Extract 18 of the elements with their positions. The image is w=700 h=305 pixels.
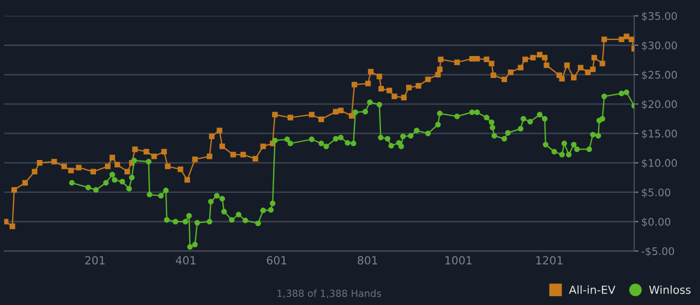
x-tick-label: 1001 — [446, 256, 472, 264]
y-tick-label: $10.00 — [642, 158, 677, 168]
y-tick-label: $0.00 — [642, 218, 670, 228]
y-tick-label: $20.00 — [642, 100, 677, 110]
x-tick-label: 1201 — [536, 256, 562, 264]
x-tick-label: 401 — [176, 256, 196, 264]
legend-label: All-in-EV — [568, 285, 616, 294]
x-tick-label: 601 — [266, 256, 286, 264]
y-tick-label: $35.00 — [642, 12, 677, 22]
y-tick-label: $30.00 — [642, 41, 677, 51]
legend-label: Winloss — [649, 285, 691, 294]
y-tick-label: $15.00 — [642, 129, 677, 139]
text: 1,388 of 1,388 Hands — [278, 289, 382, 298]
y-tick-label: $5.00 — [642, 188, 670, 198]
y-tick-label: -$5.00 — [642, 247, 674, 257]
y-tick-label: $25.00 — [642, 70, 677, 80]
x-tick-label: 801 — [358, 256, 378, 264]
x-tick-label: 201 — [85, 256, 105, 264]
